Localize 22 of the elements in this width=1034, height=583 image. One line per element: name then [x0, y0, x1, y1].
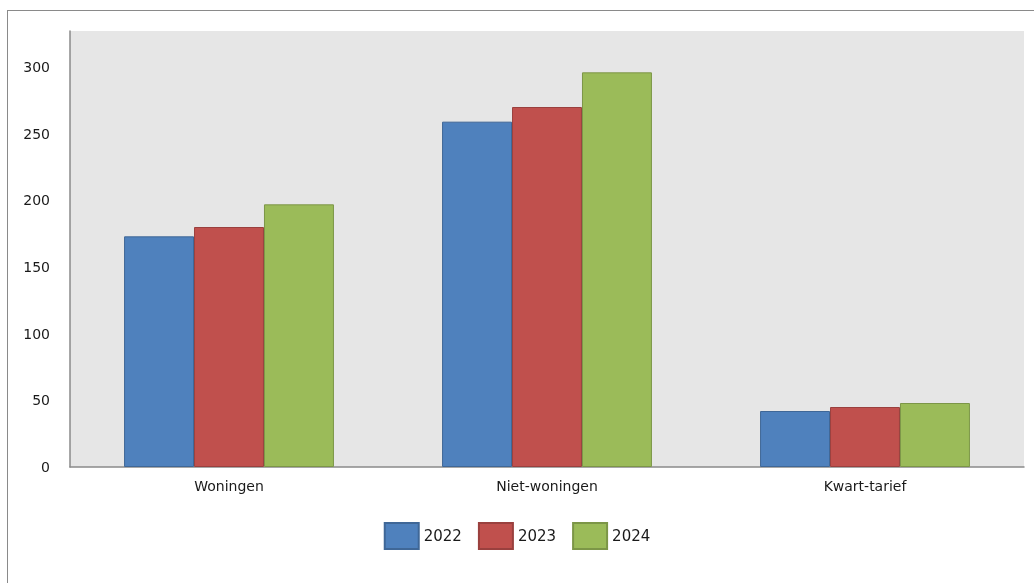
y-tick-label: 50 [32, 392, 50, 409]
x-tick-label: Kwart-tarief [823, 478, 908, 494]
bar [899, 403, 970, 467]
bar [442, 121, 513, 467]
bar [830, 407, 900, 467]
y-tick-label: 250 [23, 125, 50, 142]
bar [263, 204, 334, 467]
x-tick-label: Woningen [194, 478, 264, 494]
bar [581, 72, 652, 467]
legend-label: 2023 [517, 527, 557, 545]
y-tick-label: 150 [23, 259, 50, 275]
y-tick-label: 0 [41, 459, 50, 475]
legend-label: 2022 [423, 527, 462, 545]
bar [760, 411, 831, 467]
bar [512, 107, 582, 467]
y-tick-label: 200 [23, 192, 50, 209]
y-tick-label: 300 [23, 59, 50, 75]
y-tick-label: 100 [23, 325, 50, 342]
bar [194, 227, 264, 467]
x-tick-label: Niet-woningen [496, 478, 598, 494]
bar [124, 236, 195, 467]
legend-label: 2024 [612, 527, 651, 545]
